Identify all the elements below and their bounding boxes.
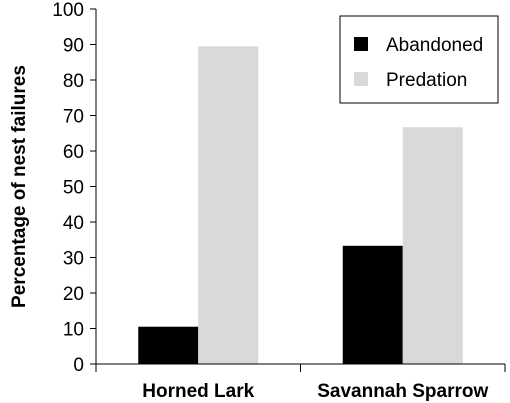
bar-predation-2 <box>402 127 463 364</box>
y-tick-label: 20 <box>63 284 84 305</box>
x-axis-ticks <box>95 364 506 372</box>
y-tick-label: 10 <box>63 320 84 341</box>
y-tick-label: 0 <box>73 355 84 376</box>
x-tick-label: Savannah Sparrow <box>317 381 488 402</box>
x-tick-label: Horned Lark <box>142 381 254 402</box>
legend-swatch-abandoned <box>354 37 368 51</box>
y-tick-label: 30 <box>63 249 84 270</box>
legend-swatch-predation <box>354 72 368 86</box>
bars <box>138 46 463 365</box>
legend-label-predation: Predation <box>386 70 467 91</box>
y-axis-title: Percentage of nest failures <box>9 65 30 308</box>
y-tick-label: 80 <box>63 71 84 92</box>
y-axis-ticks: 0 10 20 30 40 50 60 70 80 90 100 <box>52 0 96 376</box>
y-tick-label: 50 <box>63 178 84 199</box>
bar-abandoned-1 <box>138 326 199 364</box>
x-axis-labels: Horned Lark Savannah Sparrow <box>142 381 488 402</box>
legend-box <box>339 15 499 104</box>
legend-label-abandoned: Abandoned <box>386 35 483 56</box>
legend: Abandoned Predation <box>339 15 499 104</box>
y-tick-label: 60 <box>63 142 84 163</box>
bar-predation-1 <box>198 46 259 365</box>
y-tick-label: 40 <box>63 213 84 234</box>
y-tick-label: 90 <box>63 36 84 57</box>
y-tick-label: 100 <box>52 0 84 21</box>
y-tick-label: 70 <box>63 107 84 128</box>
bar-abandoned-2 <box>342 245 403 364</box>
